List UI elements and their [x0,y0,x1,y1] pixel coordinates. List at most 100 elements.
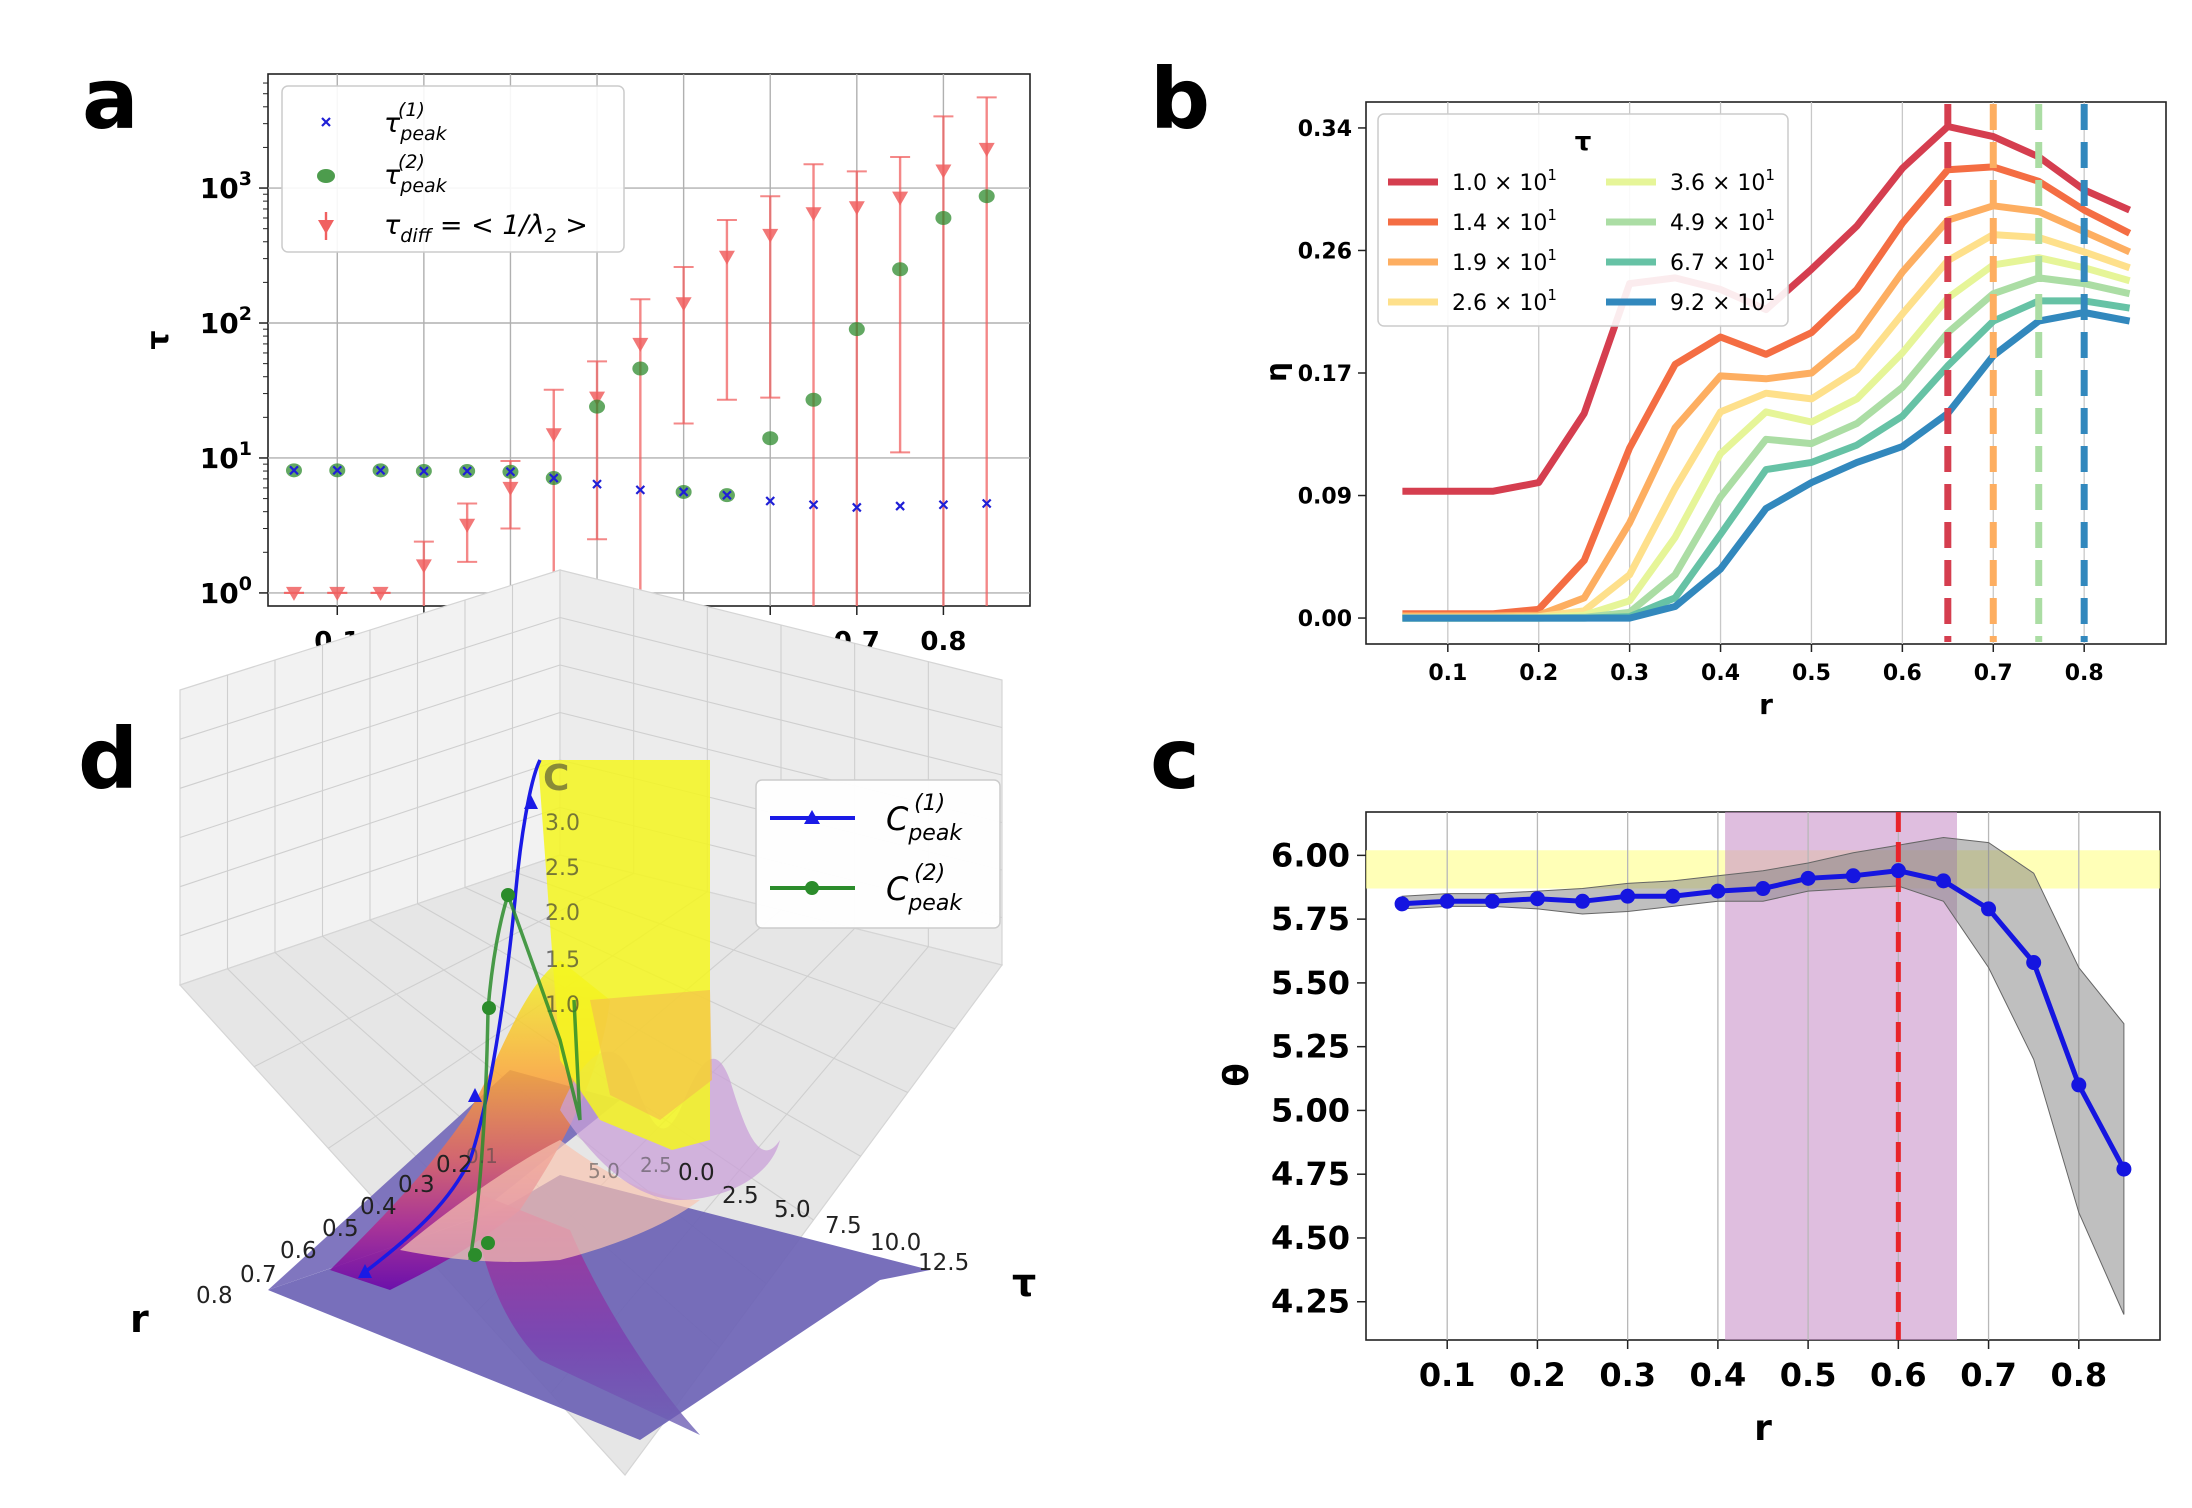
panel-b-ytick-label: 0.00 [1298,607,1352,632]
panel-c-xtick-label: 0.8 [2050,1356,2107,1394]
panel-a-point-tau-peak1 [895,501,905,511]
panel-d-ztick-2.0: 2.0 [545,901,580,926]
panel-a-legend-marker-1 [321,117,331,127]
panel-label-d: d [78,710,138,808]
panel-d-gridline [179,711,561,839]
panel-b-xtick-label: 0.3 [1610,661,1649,686]
panel-c-xlabel: r [1754,1408,1772,1449]
panel-d-inner-label: 5.0 [588,1159,620,1183]
panel-d-gridline [179,806,561,937]
panel-a-point-tau-peak1 [505,467,516,477]
panel-a-point-tau-peak1 [289,465,299,476]
panel-c-point [1620,888,1636,904]
panel-c-ylabel: θ [1217,1063,1257,1086]
panel-a-point-tau-diff [459,518,476,533]
panel-d-zlabel: C [543,758,569,799]
panel-b-ytick-label: 0.34 [1298,117,1352,142]
panel-c-point [1394,896,1410,912]
panel-a-point-tau-diff [978,142,995,157]
panel-d-legend-label-1: Cpeak(1) [886,791,963,846]
panel-a-legend-marker-2 [317,169,335,183]
panel-a-ytick-label: 103 [200,168,252,205]
panel-d-curve-peak2-marker [468,1248,482,1262]
panel-b-legend-label-3: 1.9 × 101 [1452,246,1557,276]
panel-d-curve-peak1 [363,759,542,1274]
panel-d-ztick-3.0: 3.0 [545,811,580,836]
panel-b-xtick-label: 0.8 [2065,661,2104,686]
panel-d-tautick: 7.5 [825,1213,862,1239]
panel-b-legend-label-4: 2.6 × 101 [1452,286,1557,316]
panel-a-point-tau-peak2 [848,322,865,337]
panel-c-point [1981,901,1997,917]
panel-d-curve-peak1-marker [468,1088,482,1102]
panel-b-xtick-label: 0.4 [1701,661,1740,686]
panel-a-point-tau-peak1 [765,496,776,506]
panel-a-point-tau-peak1 [375,465,386,476]
panel-c-ytick-label: 5.75 [1271,900,1350,938]
panel-a-point-tau-peak1 [938,499,949,510]
panel-a-point-tau-peak1 [548,473,559,483]
panel-d-inner-label: 2.5 [640,1153,672,1177]
panel-c-point [1755,881,1771,897]
panel-a-point-tau-peak2 [892,262,909,277]
panel-b-legend-title: τ [1575,127,1592,157]
panel-c-ytick-label: 4.25 [1271,1283,1350,1321]
panel-a-point-tau-peak1 [722,490,732,500]
panel-a-legend: τpeak(1) τpeak(2) τdiff = < 1/λ2 > [281,85,625,253]
panel-d-inner-label: 0.1 [466,1144,498,1168]
panel-d-gridline [179,759,561,888]
panel-b-legend-label-6: 4.9 × 101 [1670,206,1775,236]
panel-a-point-tau-peak1 [808,499,819,510]
panel-b-chart: 0.1 0.2 0.3 0.4 0.5 0.6 0.7 0.8 0.00 0.09 0.17 0.26… [1260,101,2167,721]
panel-c-ytick-label: 5.50 [1271,964,1350,1002]
panel-c-point [1665,888,1681,904]
panel-d-rtick: 0.6 [280,1238,317,1264]
panel-d-rtick: 0.8 [196,1283,233,1309]
panel-d-gridline [559,664,1003,776]
panel-a-point-tau-peak1 [462,466,472,476]
panel-a-point-tau-peak1 [852,502,862,513]
panel-label-c: c [1150,710,1200,808]
panel-a-point-tau-diff [589,391,606,406]
panel-b-legend-label-1: 1.0 × 101 [1452,166,1557,196]
panel-c-point [2071,1077,2087,1093]
panel-c-band [1401,836,2125,1315]
panel-a-point-tau-peak1 [678,487,689,497]
panel-b-xtick-label: 0.7 [1974,661,2013,686]
panel-a-point-tau-diff [805,207,822,222]
panel-d-tautick: 2.5 [722,1183,759,1209]
panel-c-xtick-label: 0.7 [1960,1356,2017,1394]
panel-b-xtick-label: 0.1 [1428,661,1467,686]
panel-b-ytick-label: 0.26 [1298,239,1352,264]
panel-d-tautick: 0.0 [678,1160,715,1186]
panel-c-ytick-label: 4.50 [1271,1219,1350,1257]
panel-a-ytick-label: 100 [200,573,252,610]
panel-d-legend-label-2: Cpeak(2) [886,861,963,916]
panel-b-series-line-8 [1402,309,2131,622]
panel-d-ylabel-r: r [130,1297,149,1341]
panel-c-xtick-label: 0.2 [1509,1356,1566,1394]
panel-c-point [2026,954,2042,970]
panel-a-point-tau-diff [372,586,389,601]
panel-a-point-tau-peak1 [981,498,992,509]
panel-d-ztick-1.5: 1.5 [545,948,580,973]
panel-a-point-tau-diff [502,481,519,496]
panel-a-ylabel: τ [141,330,176,349]
panel-c-point [1935,873,1951,889]
panel-b-xtick-label: 0.6 [1883,661,1922,686]
panel-c-point [1575,893,1591,909]
panel-a-point-tau-diff [545,428,562,443]
panel-b-xlabel: r [1759,688,1773,721]
panel-a-legend-marker-3 [318,220,334,234]
panel-d-tautick: 5.0 [774,1197,811,1223]
panel-d-rtick: 0.5 [322,1216,359,1242]
panel-b-legend-label-7: 6.7 × 101 [1670,246,1775,276]
panel-label-a: a [82,50,139,148]
panel-c-point [2116,1161,2132,1177]
panel-a-point-tau-diff [632,337,649,352]
panel-b-legend-label-2: 1.4 × 101 [1452,206,1557,236]
panel-d-legend: Cpeak(1) Cpeak(2) [755,779,1001,929]
panel-c-ytick-label: 4.75 [1271,1155,1350,1193]
